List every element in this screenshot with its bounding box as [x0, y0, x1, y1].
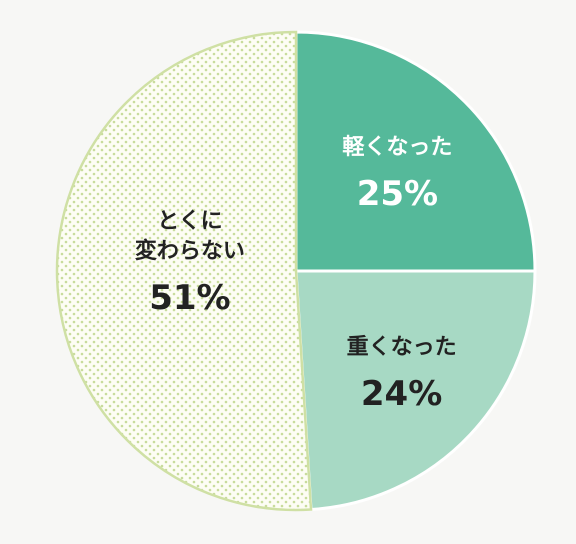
pie-slice: [55, 30, 313, 512]
slice-label: 重くなった: [346, 335, 457, 361]
value-label: 51%: [149, 278, 231, 319]
value-label: 24%: [360, 374, 443, 415]
pie-slice: [294, 30, 537, 273]
slice-label: 軽くなった: [342, 134, 453, 160]
pie-slice: [294, 269, 537, 512]
value-label: 25%: [356, 173, 439, 214]
slice-label: とくに 変わらない: [134, 209, 245, 265]
